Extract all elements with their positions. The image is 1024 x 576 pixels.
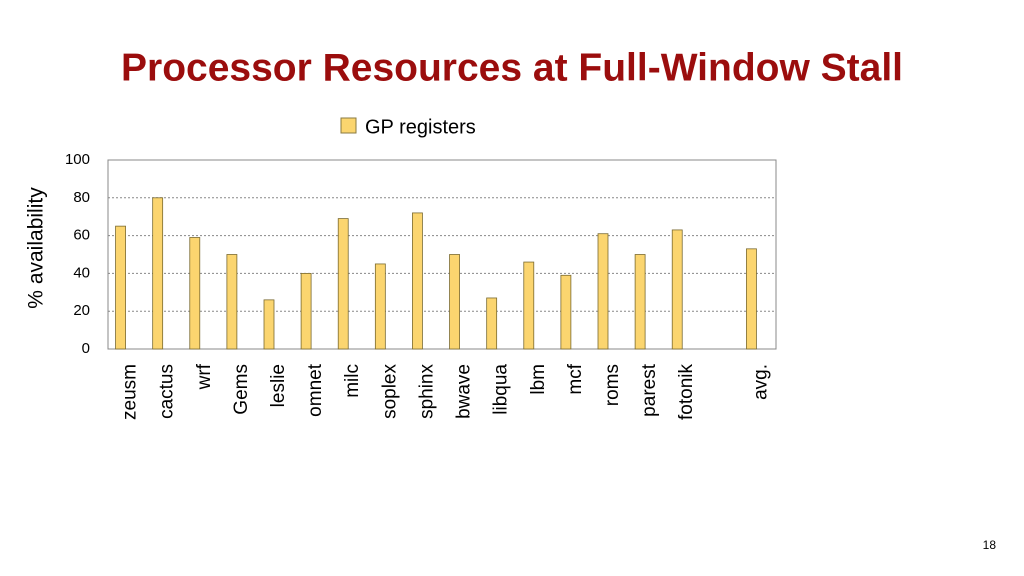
legend-label: GP registers <box>365 116 476 138</box>
x-tick-label: milc <box>342 364 363 398</box>
x-tick-label: leslie <box>268 364 289 407</box>
x-tick-label: lbm <box>528 364 549 395</box>
bar <box>597 233 609 350</box>
bar <box>671 229 683 350</box>
x-tick-label: fotonik <box>676 364 697 420</box>
x-tick-label: omnet <box>305 363 326 417</box>
bar <box>115 225 126 350</box>
y-tick-label: 40 <box>73 264 90 281</box>
bar <box>189 237 201 350</box>
bar <box>412 212 423 350</box>
y-tick-label: 80 <box>73 189 90 206</box>
bar <box>634 254 646 350</box>
y-tick-label: 60 <box>73 227 90 244</box>
x-tick-label: soplex <box>379 364 400 419</box>
bar <box>486 297 498 350</box>
bar <box>374 263 386 350</box>
bar <box>560 274 572 350</box>
x-tick-label: wrf <box>194 363 215 390</box>
legend-swatch <box>340 117 357 134</box>
y-axis-title: % availability <box>25 187 48 309</box>
x-tick-label: mcf <box>565 363 586 394</box>
bar <box>263 299 275 350</box>
bar <box>226 254 238 350</box>
x-tick-label: libqua <box>491 364 512 415</box>
y-tick-label: 0 <box>82 340 90 357</box>
page-number: 18 <box>983 538 997 552</box>
x-tick-label: zeusm <box>120 364 141 420</box>
x-tick-label: avg. <box>750 364 771 400</box>
plot-border <box>107 159 777 350</box>
y-tick-label: 100 <box>65 151 90 168</box>
bar <box>523 261 535 350</box>
x-tick-label: cactus <box>157 364 178 419</box>
bar <box>746 248 757 350</box>
bar <box>300 272 312 350</box>
x-tick-label: sphinx <box>416 364 437 419</box>
x-tick-label: bwave <box>454 364 475 419</box>
x-tick-label: Gems <box>231 364 252 415</box>
bar <box>152 197 164 350</box>
y-tick-label: 20 <box>73 302 90 319</box>
bar <box>449 254 460 350</box>
slide-title: Processor Resources at Full-Window Stall <box>121 46 903 89</box>
x-tick-label: roms <box>602 364 623 406</box>
x-tick-label: parest <box>639 363 660 417</box>
bar <box>337 218 349 350</box>
